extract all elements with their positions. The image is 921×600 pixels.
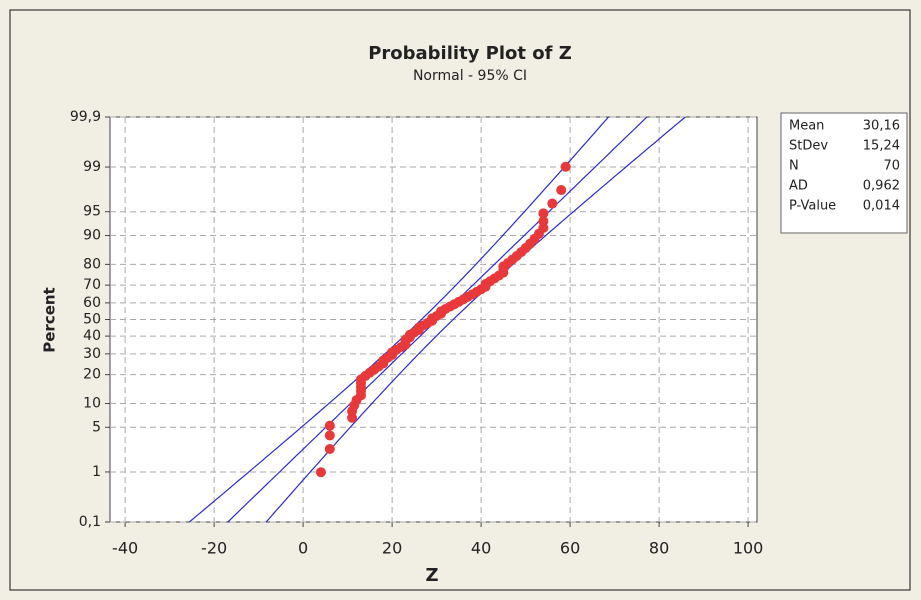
x-tick-label: 100 — [733, 539, 764, 558]
chart-frame — [9, 9, 911, 591]
stat-value: 30,16 — [863, 119, 900, 134]
data-point — [324, 420, 335, 431]
stat-value: 15,24 — [863, 139, 900, 154]
stat-value: 0,014 — [863, 199, 900, 214]
x-tick-label: -20 — [201, 539, 227, 558]
y-tick-label: 99 — [83, 159, 101, 175]
data-point — [538, 208, 549, 219]
x-tick-label: 40 — [471, 539, 491, 558]
y-tick-label: 99,9 — [70, 109, 101, 125]
y-tick-label: 90 — [83, 228, 101, 244]
y-axis-label: Percent — [41, 287, 59, 352]
confidence-bound — [188, 117, 610, 522]
y-tick-label: 60 — [83, 295, 101, 311]
data-point — [324, 443, 335, 454]
data-point — [547, 198, 558, 209]
stat-name: P-Value — [789, 199, 836, 214]
chart-subtitle: Normal - 95% CI — [413, 68, 527, 84]
stat-value: 70 — [883, 159, 900, 174]
x-tick-label: -40 — [112, 539, 138, 558]
data-point — [560, 161, 571, 172]
data-point — [538, 216, 549, 227]
y-tick-label: 80 — [83, 256, 101, 272]
y-tick-label: 20 — [83, 367, 101, 383]
stat-name: N — [789, 159, 799, 174]
y-tick-label: 70 — [83, 277, 101, 293]
stat-name: StDev — [789, 139, 828, 154]
x-tick-label: 0 — [298, 539, 308, 558]
y-tick-label: 0,1 — [79, 514, 101, 530]
stats-box — [780, 112, 908, 234]
x-axis-label: Z — [425, 565, 438, 586]
y-tick-label: 30 — [83, 346, 101, 362]
y-tick-label: 10 — [83, 395, 101, 411]
confidence-bound — [265, 117, 687, 522]
stat-value: 0,962 — [863, 179, 900, 194]
chart-title: Probability Plot of Z — [368, 43, 572, 64]
y-tick-label: 1 — [92, 464, 101, 480]
data-point — [556, 185, 567, 196]
stat-name: AD — [789, 179, 808, 194]
y-tick-label: 95 — [83, 204, 101, 220]
data-point — [324, 430, 335, 441]
x-tick-label: 20 — [382, 539, 402, 558]
y-tick-label: 40 — [83, 328, 101, 344]
data-point — [315, 467, 326, 478]
y-tick-label: 50 — [83, 312, 101, 328]
x-tick-label: 60 — [560, 539, 580, 558]
stat-name: Mean — [789, 119, 824, 134]
y-tick-label: 5 — [92, 419, 101, 435]
x-tick-label: 80 — [649, 539, 669, 558]
